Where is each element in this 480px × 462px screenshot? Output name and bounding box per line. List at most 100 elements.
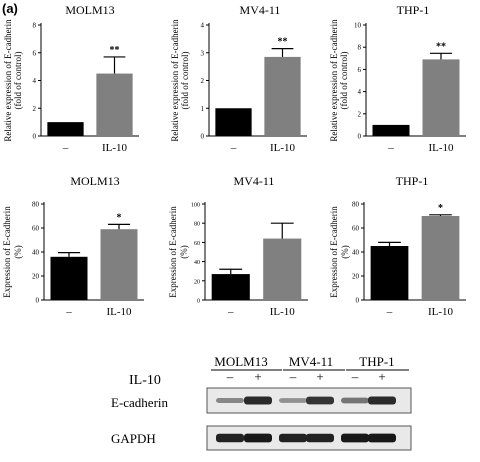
blot-band	[216, 397, 244, 404]
panel-label: (a)	[2, 1, 18, 16]
y-tick-label: 6	[358, 66, 362, 74]
blot-band	[368, 396, 396, 405]
blot-cell-line-label: MOLM13	[214, 354, 267, 369]
y-tick-label: 2	[358, 110, 362, 118]
x-tick-label: –	[386, 306, 393, 318]
chart-1: MV4-11 Relative expression of E-cadherin(…	[170, 3, 307, 154]
y-tick-label: 4	[33, 77, 37, 85]
y-tick-label: 6	[33, 49, 37, 57]
y-tick-label: 20	[32, 273, 40, 281]
y-tick-label: 100	[191, 203, 200, 209]
chart-title: THP-1	[396, 174, 429, 188]
significance-marker: *	[438, 203, 443, 214]
blot-band	[244, 433, 272, 443]
blot-row-label: E-cadherin	[111, 395, 169, 410]
bar	[263, 238, 302, 300]
x-tick-label: IL-10	[102, 142, 128, 154]
y-tick-label: 0	[36, 297, 40, 305]
bar	[211, 274, 250, 300]
blot-lane-sign: –	[289, 369, 297, 384]
significance-marker: *	[117, 212, 122, 223]
bar	[47, 122, 84, 136]
blot-band	[368, 433, 396, 443]
y-axis-label: Expression of E-cadherin	[168, 206, 178, 298]
y-tick-label: 0	[201, 133, 205, 141]
significance-marker: **	[278, 37, 288, 48]
blot-cell-line-label: THP-1	[359, 354, 394, 369]
bar	[96, 73, 133, 136]
chart-2: THP-1 Relative expression of E-cadherin (f…	[329, 3, 466, 154]
y-tick-label: 40	[32, 249, 40, 257]
bar	[264, 56, 301, 136]
y-tick-label: 80	[352, 201, 360, 209]
y-tick-label: 2	[33, 105, 37, 113]
blot-band	[216, 433, 244, 443]
y-tick-label: 40	[352, 249, 360, 257]
blot-lane-sign: –	[351, 369, 359, 384]
y-axis-label: (fold of control)	[339, 52, 349, 110]
y-tick-label: 0	[197, 299, 200, 305]
y-tick-label: 80	[194, 222, 200, 228]
chart-4: MV4-11 Expression of E-cadherin (%) 0 20 40 60…	[168, 174, 308, 318]
blot-band	[244, 396, 272, 405]
blot-band	[306, 433, 334, 443]
x-tick-label: IL-10	[270, 306, 296, 318]
y-axis-label: (%)	[340, 245, 350, 259]
y-tick-label: 40	[194, 260, 200, 266]
y-tick-label: 8	[33, 22, 37, 30]
y-axis-label: (fold of control)	[180, 52, 190, 110]
x-tick-label: –	[227, 306, 234, 318]
y-tick-label: 0	[356, 297, 360, 305]
chart-title: MV4-11	[234, 174, 275, 188]
blot-band	[341, 433, 369, 443]
western-blot: MOLM13 MV4-11 THP-1 IL-10 – + – + – + E-cadherin GA…	[111, 354, 412, 451]
y-axis-label: Expression of E-cadherin	[2, 206, 12, 298]
blot-cell-line-label: MV4-11	[289, 354, 333, 369]
y-axis-label: Relative expression of E-cadherin	[329, 19, 339, 142]
bar	[421, 216, 460, 300]
blot-treatment-label: IL-10	[129, 373, 161, 388]
blot-lane-sign: +	[254, 369, 261, 384]
x-tick-label: –	[65, 306, 72, 318]
significance-marker: **	[110, 45, 120, 56]
x-tick-label: –	[230, 142, 237, 154]
blot-band	[279, 433, 307, 443]
x-tick-label: IL-10	[106, 306, 132, 318]
y-axis-label: (fold of control)	[13, 52, 23, 110]
y-tick-label: 80	[32, 201, 40, 209]
bar	[100, 229, 138, 300]
y-tick-label: 2	[201, 77, 205, 85]
chart-5: THP-1 Expression of E-cadherin (%) 0 20 40 60 8…	[329, 174, 466, 318]
chart-title: MV4-11	[240, 3, 281, 17]
chart-title: THP-1	[397, 3, 430, 17]
y-axis-label: Relative expression of E-cadherin	[3, 19, 13, 142]
y-tick-label: 60	[32, 225, 40, 233]
y-tick-label: 20	[352, 273, 360, 281]
y-tick-label: 60	[194, 241, 200, 247]
blot-lane-sign: –	[226, 369, 234, 384]
y-tick-label: 4	[201, 22, 205, 30]
x-tick-label: IL-10	[428, 306, 454, 318]
blot-lane-sign: +	[316, 369, 323, 384]
blot-lane-sign: +	[378, 369, 385, 384]
y-tick-label: 60	[352, 225, 360, 233]
chart-title: MOLM13	[65, 3, 114, 17]
y-axis-label: (%)	[179, 245, 189, 259]
blot-band	[341, 397, 369, 404]
y-axis-label: Expression of E-cadherin	[329, 206, 339, 298]
bar	[422, 59, 460, 136]
y-axis-label: Relative expression of E-cadherin	[170, 19, 180, 142]
x-tick-label: –	[62, 142, 69, 154]
chart-title: MOLM13	[70, 174, 119, 188]
bar	[215, 108, 252, 136]
y-tick-label: 8	[358, 44, 362, 52]
bar	[370, 246, 409, 300]
x-tick-label: –	[387, 142, 394, 154]
x-tick-label: IL-10	[428, 142, 454, 154]
y-tick-label: 4	[358, 88, 362, 96]
bar	[50, 256, 88, 300]
y-tick-label: 3	[201, 49, 205, 57]
